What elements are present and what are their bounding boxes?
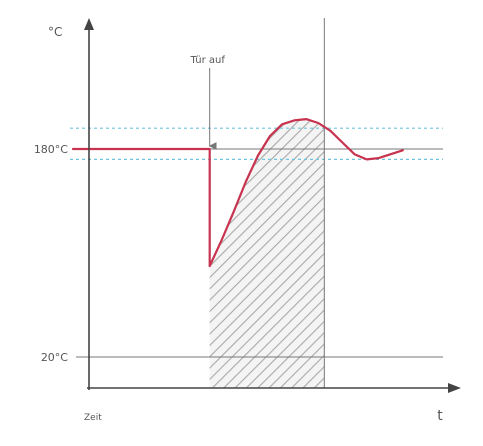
labels-layer: °C t Zeit Tür auf 180°C 20°C (34, 25, 443, 424)
y-tick-label: 180°C (34, 143, 68, 156)
recovery-area-layer (209, 119, 325, 388)
y-unit-label: °C (48, 25, 62, 39)
annotation-label: Tür auf (190, 55, 226, 66)
recovery-area (209, 119, 325, 388)
temperature-series-line (71, 118, 404, 268)
axes-layer (84, 18, 461, 393)
reference-lines-layer (76, 18, 443, 388)
x-origin-label: Zeit (84, 413, 102, 423)
x-unit-label: t (437, 408, 443, 424)
x-axis-arrow (448, 383, 461, 393)
y-axis-arrow (84, 18, 94, 30)
series-layer (71, 118, 404, 268)
y-tick-label: 20°C (41, 351, 68, 364)
